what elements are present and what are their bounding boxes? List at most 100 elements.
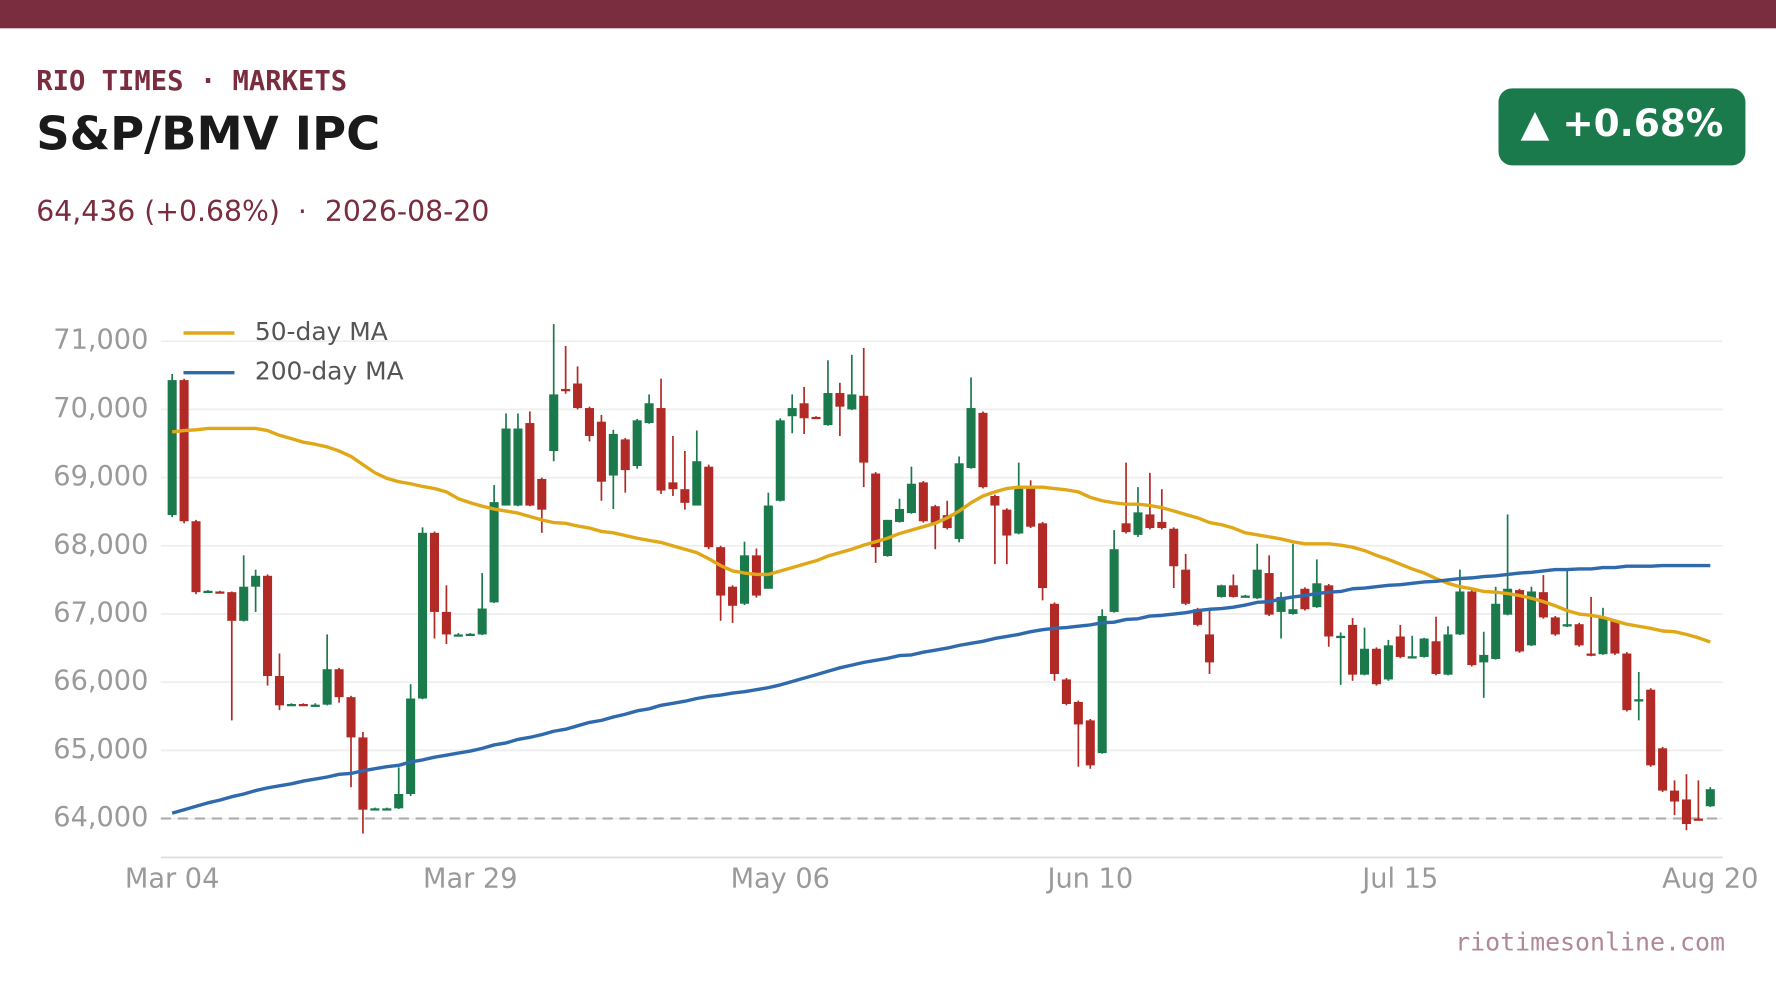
candle-body xyxy=(1371,648,1381,685)
candle-body xyxy=(1121,523,1131,533)
candle-body xyxy=(453,634,463,637)
candle-body xyxy=(1002,509,1012,536)
candle-body xyxy=(167,380,177,516)
candle-body xyxy=(310,704,320,707)
candle-body xyxy=(871,473,881,548)
candle-body xyxy=(584,408,595,437)
candle-body xyxy=(930,506,940,523)
candle-body xyxy=(1336,635,1346,639)
moving-average-line xyxy=(171,426,1711,644)
candle-body xyxy=(1240,595,1250,598)
candle-body xyxy=(668,482,678,490)
candle-body xyxy=(918,482,928,522)
candle-body xyxy=(1359,648,1370,675)
candle-body xyxy=(1097,616,1107,754)
candle-body xyxy=(1133,512,1143,535)
candle-body xyxy=(1085,720,1095,766)
candle-body xyxy=(847,394,857,410)
candle-body xyxy=(1455,591,1465,635)
candle-body xyxy=(1276,596,1286,612)
candle-body xyxy=(441,611,451,635)
moving-average-line xyxy=(171,563,1711,815)
candle-body xyxy=(370,808,380,811)
y-tick-label: 64,000 xyxy=(53,802,148,833)
candle-body xyxy=(906,483,916,514)
candle-body xyxy=(501,428,511,506)
candle-body xyxy=(429,532,440,612)
candle-body xyxy=(1288,609,1298,614)
y-tick-label: 69,000 xyxy=(53,461,148,492)
candle-body xyxy=(894,508,905,522)
candle-body xyxy=(1252,569,1262,599)
candle-body xyxy=(1574,624,1584,646)
candle-body xyxy=(978,412,988,488)
candle-body xyxy=(477,608,487,635)
candle-body xyxy=(596,421,606,482)
candle-body xyxy=(406,698,416,795)
top-bar xyxy=(0,0,1776,29)
candle-body xyxy=(954,463,964,539)
y-tick-label: 71,000 xyxy=(53,325,148,356)
x-tick-label: Mar 04 xyxy=(125,864,219,895)
candle-body xyxy=(1443,634,1453,675)
candle-body xyxy=(1681,799,1691,825)
candle-body xyxy=(346,697,356,738)
candle-body xyxy=(1157,521,1167,529)
candle-body xyxy=(632,420,642,467)
candle-body xyxy=(835,393,845,407)
candle-body xyxy=(1646,689,1656,766)
candle-body xyxy=(1073,701,1083,725)
candle-body xyxy=(239,586,249,621)
candle-body xyxy=(942,515,952,529)
x-tick-label: Jun 10 xyxy=(1045,864,1133,895)
y-tick-label: 68,000 xyxy=(53,529,148,560)
candle-body xyxy=(1622,653,1632,711)
candle-body xyxy=(537,478,547,510)
candle-body xyxy=(298,703,308,707)
candle-body xyxy=(644,403,654,424)
candle-body xyxy=(1228,585,1238,597)
candle-body xyxy=(680,489,690,503)
candle-body xyxy=(1049,603,1060,674)
candle-body xyxy=(382,808,392,811)
candle-body xyxy=(1705,789,1715,807)
candle-body xyxy=(1145,514,1155,529)
y-tick-label: 66,000 xyxy=(53,666,148,697)
candle-body xyxy=(465,633,475,637)
candle-body xyxy=(656,408,666,491)
candle-body xyxy=(1693,818,1703,821)
candle-body xyxy=(1538,592,1548,618)
candle-body xyxy=(191,521,201,593)
badge-box xyxy=(1498,88,1746,166)
candle-body xyxy=(1514,590,1525,652)
x-tick-label: Jul 15 xyxy=(1360,864,1438,895)
y-tick-label: 65,000 xyxy=(53,734,148,765)
candle-body xyxy=(1526,591,1536,646)
candle-body xyxy=(1324,585,1334,637)
candle-body xyxy=(823,393,833,426)
candle-body xyxy=(1383,645,1393,680)
y-tick-label: 67,000 xyxy=(53,597,148,628)
source: riotimesonline.com xyxy=(1455,928,1725,957)
candle-body xyxy=(620,439,630,471)
candle-body xyxy=(1670,790,1680,802)
candle-body xyxy=(1181,569,1191,604)
candle-body xyxy=(334,669,344,698)
candle-body xyxy=(704,466,714,548)
candle-body xyxy=(1479,654,1489,663)
candle-body xyxy=(358,737,368,810)
candle-body xyxy=(716,547,726,596)
candle-body xyxy=(1395,636,1405,657)
candle-body xyxy=(286,703,296,707)
candle-body xyxy=(1550,617,1560,635)
candle-body xyxy=(1562,624,1572,627)
candle-body xyxy=(1634,699,1644,702)
x-tick-label: May 06 xyxy=(731,864,830,895)
candle-body xyxy=(1419,638,1429,657)
candle-body xyxy=(692,461,702,506)
candle-body xyxy=(1658,748,1668,791)
candle-body xyxy=(1026,487,1036,527)
candle-body xyxy=(489,502,499,603)
